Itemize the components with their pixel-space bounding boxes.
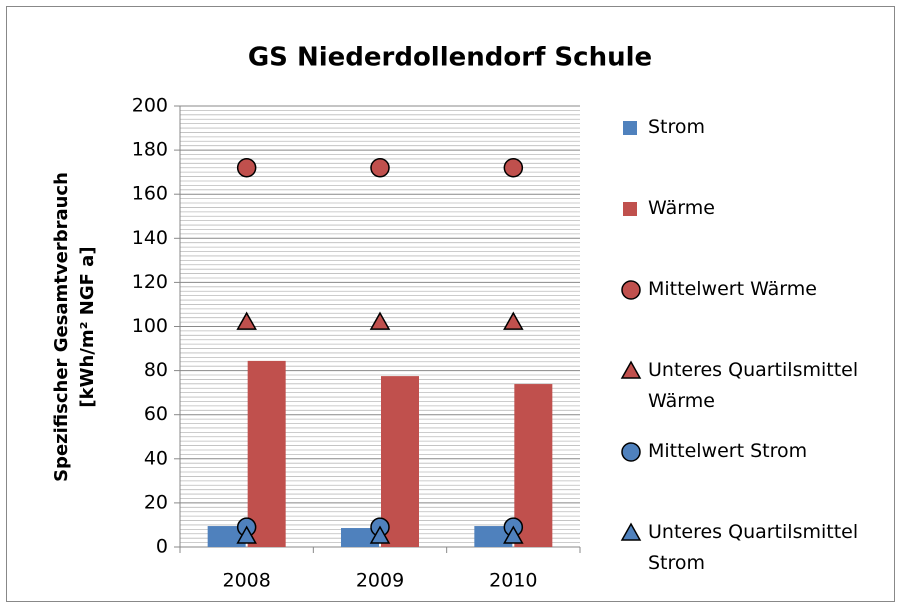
y-tick-label: 140	[132, 227, 168, 249]
y-tick-label: 80	[144, 359, 168, 381]
y-tick-label: 100	[132, 315, 168, 337]
marker-triangle	[369, 525, 391, 544]
y-tick-label: 180	[132, 139, 168, 161]
legend-swatch	[620, 360, 642, 379]
x-tick-label: 2009	[356, 570, 404, 592]
marker-circle	[621, 442, 641, 462]
y-tick-label: 0	[156, 536, 168, 558]
y-tick-label: 200	[132, 95, 168, 117]
legend-item: Wärme	[620, 193, 890, 224]
legend-square	[623, 202, 637, 216]
y-tick-label: 20	[144, 491, 168, 513]
marker-triangle	[620, 360, 642, 379]
chart-title: GS Niederdollendorf Schule	[248, 43, 652, 73]
bar	[514, 384, 553, 547]
y-axis-label-line: Spezifischer Gesamtverbrauch	[51, 172, 72, 482]
marker-circle	[503, 157, 524, 178]
bar	[341, 528, 379, 547]
marker-triangle	[503, 525, 524, 544]
marker-triangle	[369, 311, 391, 330]
legend-label: Unteres Quartilsmittel Strom	[648, 521, 859, 574]
legend-swatch	[621, 280, 641, 300]
marker-circle	[236, 157, 257, 178]
bar	[474, 526, 513, 547]
bar	[247, 360, 286, 547]
marker-triangle	[236, 525, 257, 544]
legend-item: Strom	[620, 112, 890, 143]
marker-triangle	[236, 311, 257, 330]
marker-circle	[370, 157, 390, 178]
legend-item: Unteres Quartilsmittel Wärme	[620, 355, 890, 417]
legend-swatch	[623, 202, 637, 216]
legend-swatch	[623, 121, 637, 135]
legend-swatch	[621, 442, 641, 462]
y-tick-label: 120	[132, 271, 168, 293]
y-tick-label: 60	[144, 403, 168, 425]
marker-circle	[621, 280, 641, 300]
legend-item: Mittelwert Wärme	[620, 274, 890, 305]
bar	[207, 526, 246, 547]
bar	[381, 376, 419, 547]
marker-triangle	[503, 311, 524, 330]
legend-label: Unteres Quartilsmittel Wärme	[648, 359, 859, 412]
legend-item: Unteres Quartilsmittel Strom	[620, 517, 890, 579]
legend-label: Strom	[648, 116, 706, 138]
x-tick-label: 2010	[489, 570, 537, 592]
y-tick-label: 40	[144, 447, 168, 469]
y-tick-label: 160	[132, 183, 168, 205]
legend-square	[623, 121, 637, 135]
marker-triangle	[620, 522, 642, 541]
y-axis-label: Spezifischer Gesamtverbrauch [kWh/m² NGF…	[51, 172, 98, 482]
x-tick-label: 2008	[222, 570, 270, 592]
legend-label: Mittelwert Strom	[648, 440, 808, 462]
legend-label: Wärme	[648, 197, 715, 219]
legend-label: Mittelwert Wärme	[648, 278, 817, 300]
legend-swatch	[620, 522, 642, 541]
legend-item: Mittelwert Strom	[620, 436, 890, 467]
y-axis-label-line: [kWh/m² NGF a]	[77, 246, 98, 407]
